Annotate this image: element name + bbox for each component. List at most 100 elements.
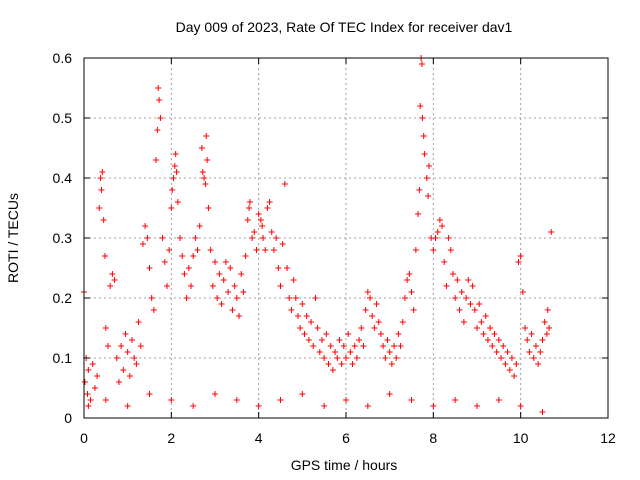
data-point <box>156 97 163 103</box>
data-point <box>343 397 349 403</box>
y-axis: 0 0.1 0.2 0.3 0.4 0.5 0.6 <box>53 50 608 426</box>
chart-title: Day 009 of 2023, Rate Of TEC Index for r… <box>176 19 513 35</box>
data-point <box>281 181 288 187</box>
data-point <box>476 301 483 307</box>
data-point <box>454 277 461 283</box>
data-point <box>212 391 218 397</box>
data-point <box>443 283 450 289</box>
data-point <box>334 355 341 361</box>
data-point <box>148 295 155 301</box>
data-point <box>290 277 297 283</box>
data-point <box>495 337 502 343</box>
data-point <box>139 241 146 247</box>
data-point <box>367 295 374 301</box>
data-point <box>380 343 387 349</box>
data-point <box>332 349 339 355</box>
data-point <box>155 85 162 91</box>
data-point <box>425 163 432 169</box>
data-point <box>212 259 218 265</box>
data-point <box>539 409 546 415</box>
data-point <box>297 325 304 331</box>
data-point <box>305 337 312 343</box>
data-point <box>168 397 175 403</box>
data-point <box>329 367 336 373</box>
data-point <box>430 247 437 253</box>
data-point <box>404 277 411 283</box>
data-point <box>351 343 358 349</box>
x-tick-label: 2 <box>167 430 175 446</box>
data-point <box>347 349 354 355</box>
data-point <box>506 367 513 373</box>
data-point <box>192 235 199 241</box>
data-point <box>343 355 349 361</box>
data-point <box>325 361 332 367</box>
data-point <box>137 343 144 349</box>
x-tick-label: 6 <box>342 430 350 446</box>
data-points <box>81 55 555 415</box>
data-point <box>233 397 240 403</box>
data-point <box>408 289 415 295</box>
data-point <box>96 205 103 211</box>
data-point <box>199 169 206 175</box>
data-point <box>308 319 315 325</box>
data-point <box>133 361 140 367</box>
data-point <box>168 205 175 211</box>
data-point <box>187 283 194 289</box>
data-point <box>218 301 225 307</box>
data-point <box>487 325 494 331</box>
data-point <box>377 331 384 337</box>
data-point <box>275 265 282 271</box>
data-point <box>467 301 474 307</box>
data-point <box>87 397 94 403</box>
data-point <box>225 289 232 295</box>
data-point <box>524 337 531 343</box>
x-tick-label: 8 <box>429 430 437 446</box>
y-tick-label: 0.5 <box>53 110 73 126</box>
data-point <box>441 259 448 265</box>
data-point <box>526 349 533 355</box>
data-point <box>445 235 452 241</box>
data-point <box>439 223 446 229</box>
data-point <box>522 325 529 331</box>
data-point <box>391 343 398 349</box>
data-point <box>94 373 101 379</box>
data-point <box>118 343 125 349</box>
y-tick-label: 0.1 <box>53 350 73 366</box>
y-tick-label: 0.2 <box>53 290 73 306</box>
data-point <box>85 403 92 409</box>
data-point <box>102 397 109 403</box>
data-point <box>369 313 376 319</box>
data-point <box>489 343 496 349</box>
data-point <box>373 301 380 307</box>
data-point <box>474 403 480 409</box>
data-point <box>81 379 88 385</box>
data-point <box>135 319 142 325</box>
data-point <box>220 277 227 283</box>
data-point <box>408 397 415 403</box>
data-point <box>102 325 109 331</box>
data-point <box>362 307 369 313</box>
data-point <box>471 307 478 313</box>
data-point <box>321 355 328 361</box>
data-point <box>229 307 236 313</box>
data-point <box>153 157 160 163</box>
data-point <box>89 361 96 367</box>
data-point <box>430 403 437 409</box>
data-point <box>386 391 393 397</box>
data-point <box>519 289 526 295</box>
data-point <box>360 343 367 349</box>
data-point <box>100 217 107 223</box>
data-point <box>410 307 417 313</box>
data-point <box>513 361 520 367</box>
data-point <box>469 283 476 289</box>
data-point <box>480 331 487 337</box>
data-point <box>201 175 208 181</box>
data-point <box>484 337 491 343</box>
data-point <box>284 265 291 271</box>
data-point <box>399 319 406 325</box>
x-tick-label: 4 <box>255 430 263 446</box>
data-point <box>517 403 524 409</box>
data-point <box>286 295 293 301</box>
data-point <box>266 199 273 205</box>
data-point <box>418 61 425 67</box>
